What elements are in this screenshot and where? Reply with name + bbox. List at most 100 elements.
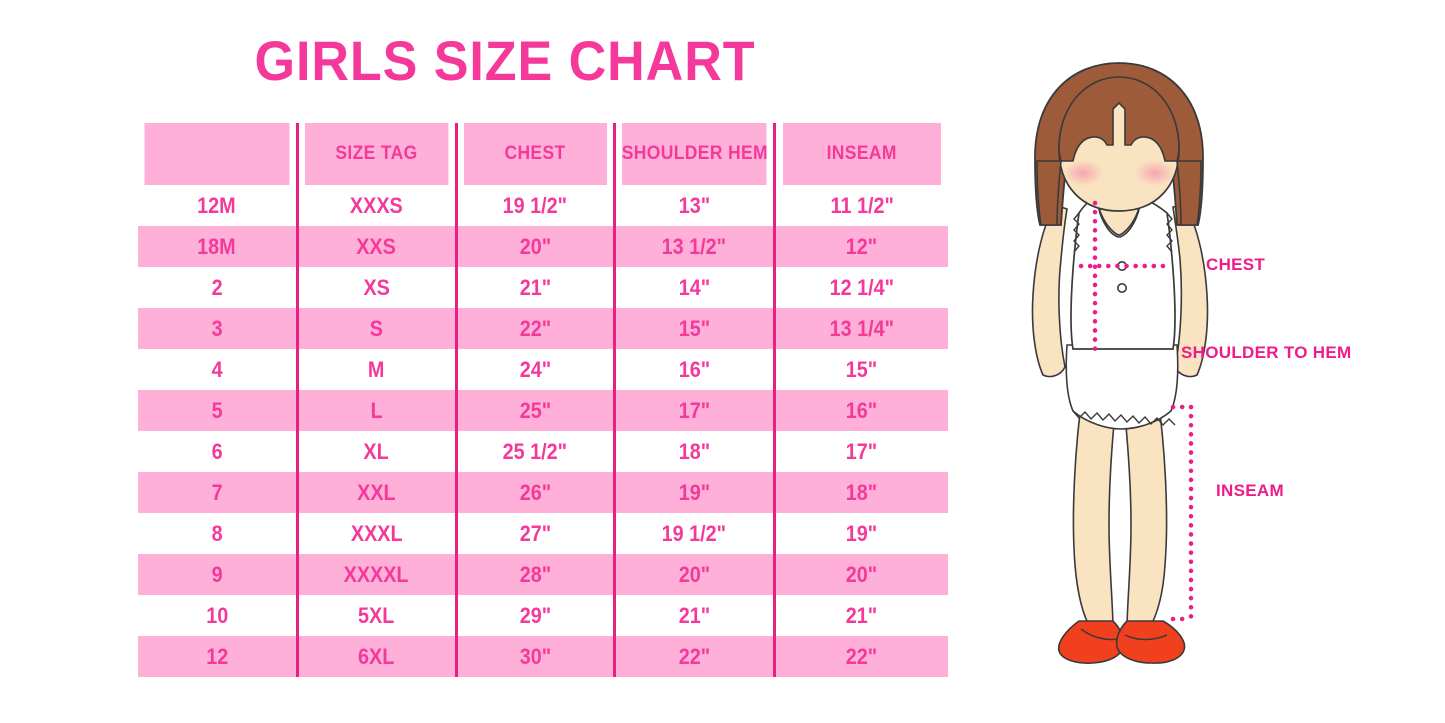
cell-shoulder-hem-text: 20" <box>678 561 710 587</box>
cell-chest: 29" <box>454 595 614 636</box>
cell-size: 2 <box>138 267 297 308</box>
cell-shoulder-hem: 21" <box>612 595 774 636</box>
cell-chest: 28" <box>454 554 614 595</box>
cell-size-tag: XXS <box>295 226 456 267</box>
column-header-inseam: INSEAM <box>779 123 942 185</box>
cell-size-tag: 6XL <box>295 636 456 677</box>
table-header-row: SIZE TAG CHEST SHOULDER HEM INSEAM <box>138 123 948 185</box>
size-chart-table: SIZE TAG CHEST SHOULDER HEM INSEAM 12M XX… <box>138 123 948 677</box>
cell-shoulder-hem-text: 13 1/2" <box>661 233 727 259</box>
cell-size-tag-text: S <box>369 315 384 341</box>
cell-chest-text: 25 1/2" <box>502 438 568 464</box>
cell-size-tag-text: 6XL <box>358 643 395 669</box>
cell-size-text: 3 <box>211 315 223 341</box>
cell-chest-text: 26" <box>519 479 551 505</box>
cell-size-tag-text: XL <box>363 438 390 464</box>
table-row: 4 M 24" 16" 15" <box>138 349 948 390</box>
head-shape <box>1034 62 1204 226</box>
cell-inseam-text: 12" <box>846 233 878 259</box>
cell-chest: 19 1/2" <box>454 185 614 226</box>
cell-size-text: 12 <box>205 643 228 669</box>
table-row: 12M XXXS 19 1/2" 13" 11 1/2" <box>138 185 948 226</box>
table-row: 12 6XL 30" 22" 22" <box>138 636 948 677</box>
cell-shoulder-hem: 14" <box>612 267 774 308</box>
cell-inseam: 12 1/4" <box>772 267 948 308</box>
table-row: 2 XS 21" 14" 12 1/4" <box>138 267 948 308</box>
cell-inseam: 16" <box>772 390 948 431</box>
table-row: 5 L 25" 17" 16" <box>138 390 948 431</box>
cell-inseam-text: 16" <box>846 397 878 423</box>
cell-size: 8 <box>138 513 297 554</box>
cell-size-tag: XXXS <box>295 185 456 226</box>
cell-size-text: 10 <box>205 602 228 628</box>
arms-shape <box>1031 204 1209 378</box>
table-row: 8 XXXL 27" 19 1/2" 19" <box>138 513 948 554</box>
cell-shoulder-hem-text: 13" <box>678 192 710 218</box>
cell-inseam: 12" <box>772 226 948 267</box>
cell-shoulder-hem: 19" <box>612 472 774 513</box>
cell-inseam-text: 21" <box>846 602 878 628</box>
cell-inseam-text: 20" <box>846 561 878 587</box>
label-chest: CHEST <box>1206 255 1266 274</box>
cell-chest: 25 1/2" <box>454 431 614 472</box>
cell-inseam-text: 19" <box>846 520 878 546</box>
cell-chest-text: 22" <box>519 315 551 341</box>
cell-size-text: 9 <box>211 561 223 587</box>
cell-inseam-text: 15" <box>846 356 878 382</box>
cell-size: 4 <box>138 349 297 390</box>
cell-shoulder-hem: 22" <box>612 636 774 677</box>
cell-size-tag-text: XS <box>363 274 390 300</box>
cell-size-tag-text: XXXL <box>350 520 403 546</box>
cell-size: 9 <box>138 554 297 595</box>
cell-chest: 26" <box>454 472 614 513</box>
cell-inseam-text: 18" <box>846 479 878 505</box>
cell-size-tag-text: L <box>370 397 383 423</box>
cell-size-tag: L <box>295 390 456 431</box>
cell-size-text: 2 <box>211 274 223 300</box>
skirt-shape <box>1065 344 1179 430</box>
page-title: GIRLS SIZE CHART <box>254 29 756 92</box>
cell-size-tag-text: XXXXL <box>344 561 409 587</box>
cell-chest: 21" <box>454 267 614 308</box>
top-garment-shape <box>1070 195 1176 350</box>
cell-chest-text: 30" <box>519 643 551 669</box>
cell-shoulder-hem-text: 21" <box>678 602 710 628</box>
table-row: 7 XXL 26" 19" 18" <box>138 472 948 513</box>
cell-size-tag: XL <box>295 431 456 472</box>
cell-inseam: 22" <box>772 636 948 677</box>
cell-size-tag-text: XXXS <box>350 192 403 218</box>
cell-size: 7 <box>138 472 297 513</box>
table-row: 18M XXS 20" 13 1/2" 12" <box>138 226 948 267</box>
cell-size-tag: XXXXL <box>295 554 456 595</box>
cell-inseam: 21" <box>772 595 948 636</box>
cell-shoulder-hem: 19 1/2" <box>612 513 774 554</box>
blush-right <box>1135 160 1175 186</box>
table-row: 9 XXXXL 28" 20" 20" <box>138 554 948 595</box>
cell-inseam: 13 1/4" <box>772 308 948 349</box>
column-header-chest: CHEST <box>460 123 608 185</box>
cell-size: 12 <box>138 636 297 677</box>
cell-shoulder-hem: 15" <box>612 308 774 349</box>
cell-chest-text: 19 1/2" <box>502 192 568 218</box>
cell-chest-text: 25" <box>519 397 551 423</box>
cell-size-tag: M <box>295 349 456 390</box>
button-lower <box>1117 283 1128 294</box>
cell-size-text: 7 <box>211 479 223 505</box>
cell-size-text: 12M <box>197 192 237 218</box>
cell-chest-text: 20" <box>519 233 551 259</box>
cell-shoulder-hem: 13" <box>612 185 774 226</box>
cell-size-text: 8 <box>211 520 223 546</box>
table-body: 12M XXXS 19 1/2" 13" 11 1/2" 18M XXS 20" 13 1/2"… <box>138 185 948 677</box>
cell-size-text: 6 <box>211 438 223 464</box>
cell-shoulder-hem-text: 17" <box>678 397 710 423</box>
cell-size-tag: XXXL <box>295 513 456 554</box>
column-header-shoulder-hem: SHOULDER HEM <box>619 123 768 185</box>
cell-size: 18M <box>138 226 297 267</box>
table-row: 3 S 22" 15" 13 1/4" <box>138 308 948 349</box>
cell-size-tag: S <box>295 308 456 349</box>
cell-inseam: 17" <box>772 431 948 472</box>
label-shoulder-to-hem: SHOULDER TO HEM <box>1181 343 1352 362</box>
cell-shoulder-hem-text: 16" <box>678 356 710 382</box>
table-row: 6 XL 25 1/2" 18" 17" <box>138 431 948 472</box>
cell-size-tag: 5XL <box>295 595 456 636</box>
